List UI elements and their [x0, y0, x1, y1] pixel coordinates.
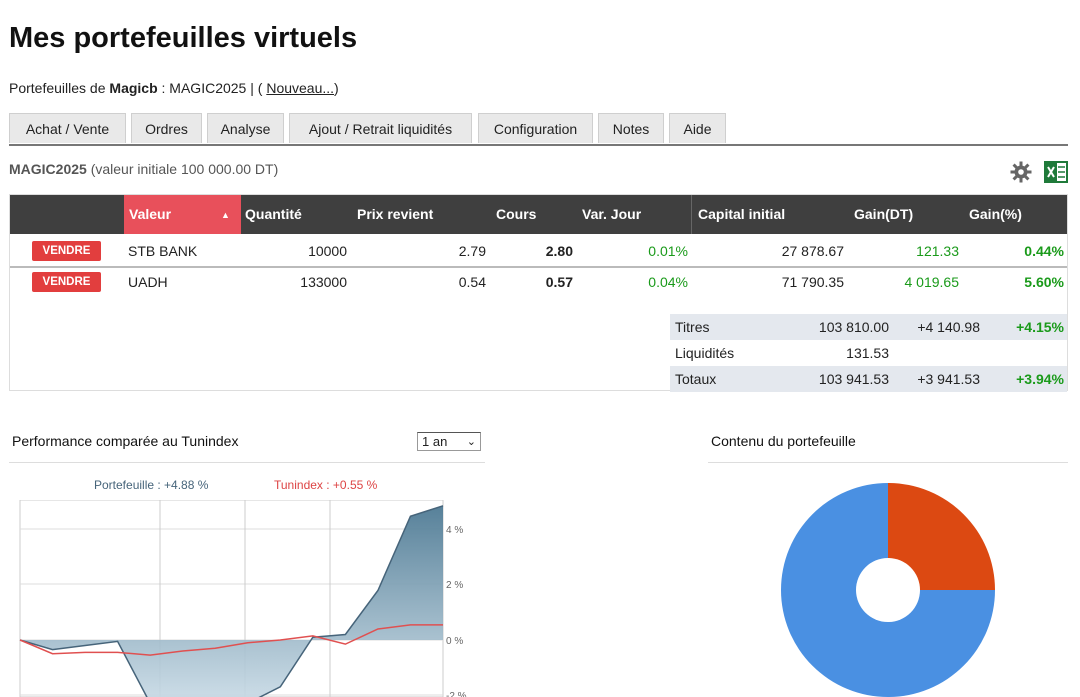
summary-titres: Titres 103 810.00 +4 140.98 +4.15% — [670, 314, 1067, 340]
cell-quantite: 10000 — [308, 243, 347, 259]
positions-table: Valeur ▲ Quantité Prix revient Cours Var.… — [9, 194, 1068, 392]
divider — [9, 462, 485, 463]
cell-gain-dt: 121.33 — [916, 243, 959, 259]
paren-close: ) — [334, 80, 339, 96]
cell-gain-pct: 5.60% — [1024, 274, 1064, 290]
tab-aide[interactable]: Aide — [669, 113, 726, 143]
paren-open: ( — [257, 80, 267, 96]
cell-prix-revient: 0.54 — [458, 274, 486, 290]
tab-notes[interactable]: Notes — [598, 113, 664, 143]
header-prix-revient[interactable]: Prix revient — [357, 206, 434, 222]
sort-up-icon: ▲ — [221, 209, 230, 220]
summary-value: 103 810.00 — [818, 319, 889, 335]
cell-valeur[interactable]: STB BANK — [128, 243, 198, 259]
summary-pct: +3.94% — [1016, 371, 1064, 387]
portfolio-subtitle: Portefeuilles de Magicb : MAGIC2025 | ( … — [9, 80, 339, 96]
cell-var-jour: 0.04% — [648, 274, 688, 290]
tab-ordres[interactable]: Ordres — [131, 113, 202, 143]
cell-cours: 0.57 — [545, 274, 573, 290]
table-header: Valeur ▲ Quantité Prix revient Cours Var.… — [10, 195, 1067, 234]
summary-label: Totaux — [675, 371, 717, 387]
legend-portfolio[interactable]: Portefeuille : +4.88 % — [94, 478, 209, 492]
portfolio-area — [20, 505, 443, 697]
tab-liquidites[interactable]: Ajout / Retrait liquidités — [289, 113, 472, 143]
y-tick-label: -2 % — [446, 691, 467, 697]
user-name: Magicb — [109, 80, 158, 96]
header-valeur-label: Valeur — [129, 206, 172, 222]
performance-chart: 4 % 2 % 0 % -2 % — [19, 500, 467, 697]
header-valeur[interactable]: Valeur ▲ — [124, 195, 241, 234]
summary-value: 131.53 — [846, 345, 889, 361]
summary-value: 103 941.53 — [818, 371, 889, 387]
cell-capital-initial: 27 878.67 — [781, 243, 844, 259]
cell-valeur[interactable]: UADH — [128, 274, 168, 290]
header-capital-initial[interactable]: Capital initial — [698, 206, 786, 222]
tab-analyse[interactable]: Analyse — [207, 113, 284, 143]
y-tick-label: 2 % — [446, 580, 463, 591]
y-tick-label: 4 % — [446, 525, 463, 536]
cell-capital-initial: 71 790.35 — [781, 274, 844, 290]
summary-totaux: Totaux 103 941.53 +3 941.53 +3.94% — [670, 366, 1067, 392]
period-select[interactable]: 1 an ⌄ — [417, 432, 481, 451]
cell-cours: 2.80 — [545, 243, 573, 259]
summary-label: Liquidités — [675, 345, 735, 361]
cell-gain-pct: 0.44% — [1024, 243, 1064, 259]
divider — [708, 462, 1068, 463]
y-tick-label: 0 % — [446, 636, 463, 647]
sub-prefix: Portefeuilles de — [9, 80, 110, 96]
summary-liquidites: Liquidités 131.53 — [670, 340, 1067, 366]
sub-middle: : MAGIC2025 | — [157, 80, 258, 96]
header-cours[interactable]: Cours — [496, 206, 537, 222]
cell-gain-dt: 4 019.65 — [904, 274, 960, 290]
table-row: VENDRE STB BANK 10000 2.79 2.80 0.01% 27… — [10, 236, 1067, 268]
period-value: 1 an — [422, 434, 448, 449]
tab-bar: Achat / Vente Ordres Analyse Ajout / Ret… — [9, 113, 1068, 146]
legend-tunindex[interactable]: Tunindex : +0.55 % — [274, 478, 378, 492]
header-gain-pct[interactable]: Gain(%) — [969, 206, 1022, 222]
portfolio-name: MAGIC2025 — [9, 161, 87, 177]
cell-var-jour: 0.01% — [648, 243, 688, 259]
gear-icon[interactable] — [1009, 160, 1033, 184]
header-gain-dt[interactable]: Gain(DT) — [854, 206, 914, 222]
summary-label: Titres — [675, 319, 710, 335]
header-var-jour[interactable]: Var. Jour — [582, 206, 642, 222]
summary-gain: +4 140.98 — [917, 319, 980, 335]
contents-title: Contenu du portefeuille — [711, 433, 856, 449]
table-row: VENDRE UADH 133000 0.54 0.57 0.04% 71 79… — [10, 267, 1067, 297]
tab-configuration[interactable]: Configuration — [478, 113, 593, 143]
portfolio-initial-value: (valeur initiale 100 000.00 DT) — [90, 161, 279, 177]
summary-pct: +4.15% — [1016, 319, 1064, 335]
cell-prix-revient: 2.79 — [458, 243, 486, 259]
sell-button[interactable]: VENDRE — [32, 272, 101, 292]
performance-title: Performance comparée au Tunindex — [12, 433, 239, 449]
excel-export-icon[interactable] — [1044, 160, 1068, 184]
page-title: Mes portefeuilles virtuels — [9, 22, 358, 54]
cell-quantite: 133000 — [300, 274, 347, 290]
summary-gain: +3 941.53 — [917, 371, 980, 387]
header-quantite[interactable]: Quantité — [245, 206, 302, 222]
tunindex-line — [19, 624, 443, 656]
donut-hole — [856, 558, 920, 622]
pie-slice[interactable] — [888, 483, 995, 590]
portfolio-line — [19, 505, 444, 697]
portfolio-pie-chart — [781, 483, 995, 697]
tab-achat-vente[interactable]: Achat / Vente — [9, 113, 126, 143]
chevron-down-icon: ⌄ — [466, 436, 476, 448]
sell-button[interactable]: VENDRE — [32, 241, 101, 261]
portfolio-title: MAGIC2025 (valeur initiale 100 000.00 DT… — [9, 161, 278, 177]
new-portfolio-link[interactable]: Nouveau... — [266, 80, 335, 96]
